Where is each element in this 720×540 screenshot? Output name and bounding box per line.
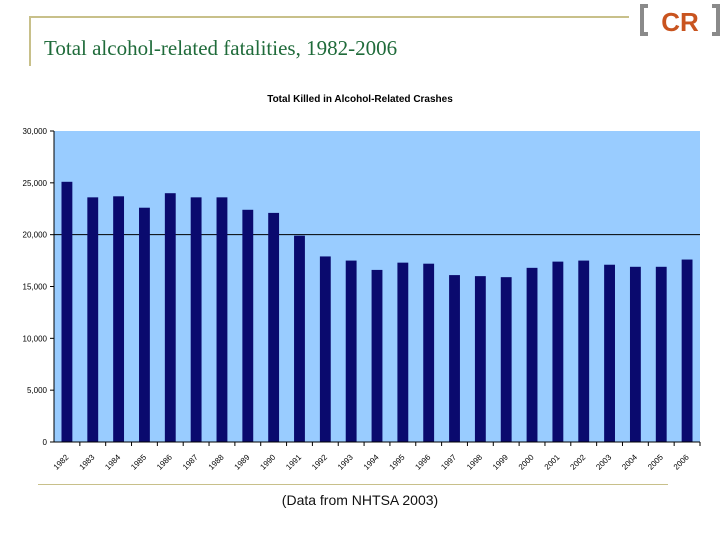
bar-2001 (552, 261, 564, 442)
bar-2005 (655, 266, 667, 442)
bars (61, 181, 693, 442)
x-tick-label: 1982 (52, 452, 71, 471)
x-tick-label: 1990 (258, 452, 277, 471)
source-note: (Data from NHTSA 2003) (281, 492, 439, 508)
x-tick-label: 1987 (181, 452, 200, 471)
bar-1999 (500, 277, 512, 442)
bar-1996 (423, 263, 435, 442)
chart-title: Total Killed in Alcohol-Related Crashes (267, 94, 453, 105)
y-tick-label: 25,000 (23, 179, 48, 188)
bar-2002 (578, 260, 590, 442)
x-tick-label: 1986 (155, 452, 174, 471)
y-tick-label: 5,000 (27, 386, 48, 395)
x-tick-label: 1997 (439, 452, 458, 471)
cr-logo: CR (640, 4, 720, 37)
logo-left-bracket (640, 4, 648, 36)
y-tick-label: 30,000 (23, 127, 48, 136)
y-tick-label: 0 (43, 438, 48, 447)
x-tick-label: 1985 (129, 452, 148, 471)
bar-1992 (319, 256, 331, 442)
bar-1998 (474, 276, 486, 442)
y-tick-label: 15,000 (23, 283, 48, 292)
x-tick-label: 1995 (388, 452, 407, 471)
x-tick-label: 1996 (413, 452, 432, 471)
slide-title: Total alcohol-related fatalities, 1982-2… (44, 36, 398, 60)
bar-2003 (604, 264, 615, 442)
x-tick-label: 1994 (362, 452, 381, 471)
logo-right-bracket (712, 4, 720, 36)
y-tick-label: 10,000 (23, 334, 48, 343)
bar-1985 (139, 207, 150, 442)
x-tick-label: 2006 (672, 452, 691, 471)
x-tick-label: 1999 (491, 452, 510, 471)
frame-vertical-rule (29, 16, 31, 66)
bar-1983 (87, 197, 99, 442)
x-tick-label: 1988 (207, 452, 226, 471)
bar-1993 (345, 260, 357, 442)
bottom-rule (38, 484, 668, 485)
bar-1989 (242, 209, 254, 442)
bar-1990 (268, 212, 280, 442)
x-tick-label: 1989 (233, 452, 252, 471)
bar-1995 (397, 262, 409, 442)
bar-1986 (164, 193, 176, 442)
bar-1984 (113, 196, 125, 442)
x-tick-label: 2002 (568, 452, 587, 471)
bar-2000 (526, 267, 538, 442)
y-axis: 0 5,000 10,000 15,000 20,000 25,000 30,000 (23, 127, 55, 447)
x-tick-label: 2005 (646, 452, 665, 471)
bar-2004 (629, 266, 641, 442)
bar-1982 (61, 181, 73, 442)
bar-1987 (190, 197, 202, 442)
x-tick-label: 1992 (310, 452, 329, 471)
bar-1997 (449, 275, 460, 442)
x-axis: 1982 1983 1984 1985 1986 1987 1988 1989 1990 1991… (52, 441, 701, 472)
bar-1988 (216, 197, 228, 442)
x-tick-label: 2003 (594, 452, 613, 471)
bar-1991 (294, 235, 305, 442)
x-tick-label: 2001 (543, 452, 562, 471)
x-tick-label: 1984 (103, 452, 122, 471)
y-tick-label: 20,000 (23, 231, 48, 240)
x-tick-label: 2004 (620, 452, 639, 471)
bar-chart: Total Killed in Alcohol-Related Crashes … (23, 94, 701, 472)
frame-horizontal-rule (29, 16, 629, 18)
x-tick-label: 1993 (336, 452, 355, 471)
x-tick-label: 1991 (284, 452, 303, 471)
bar-1994 (371, 269, 383, 442)
x-tick-label: 2000 (517, 452, 536, 471)
logo-text: CR (661, 7, 699, 37)
x-tick-label: 1998 (465, 452, 484, 471)
x-tick-label: 1983 (78, 452, 97, 471)
bar-2006 (681, 259, 693, 442)
